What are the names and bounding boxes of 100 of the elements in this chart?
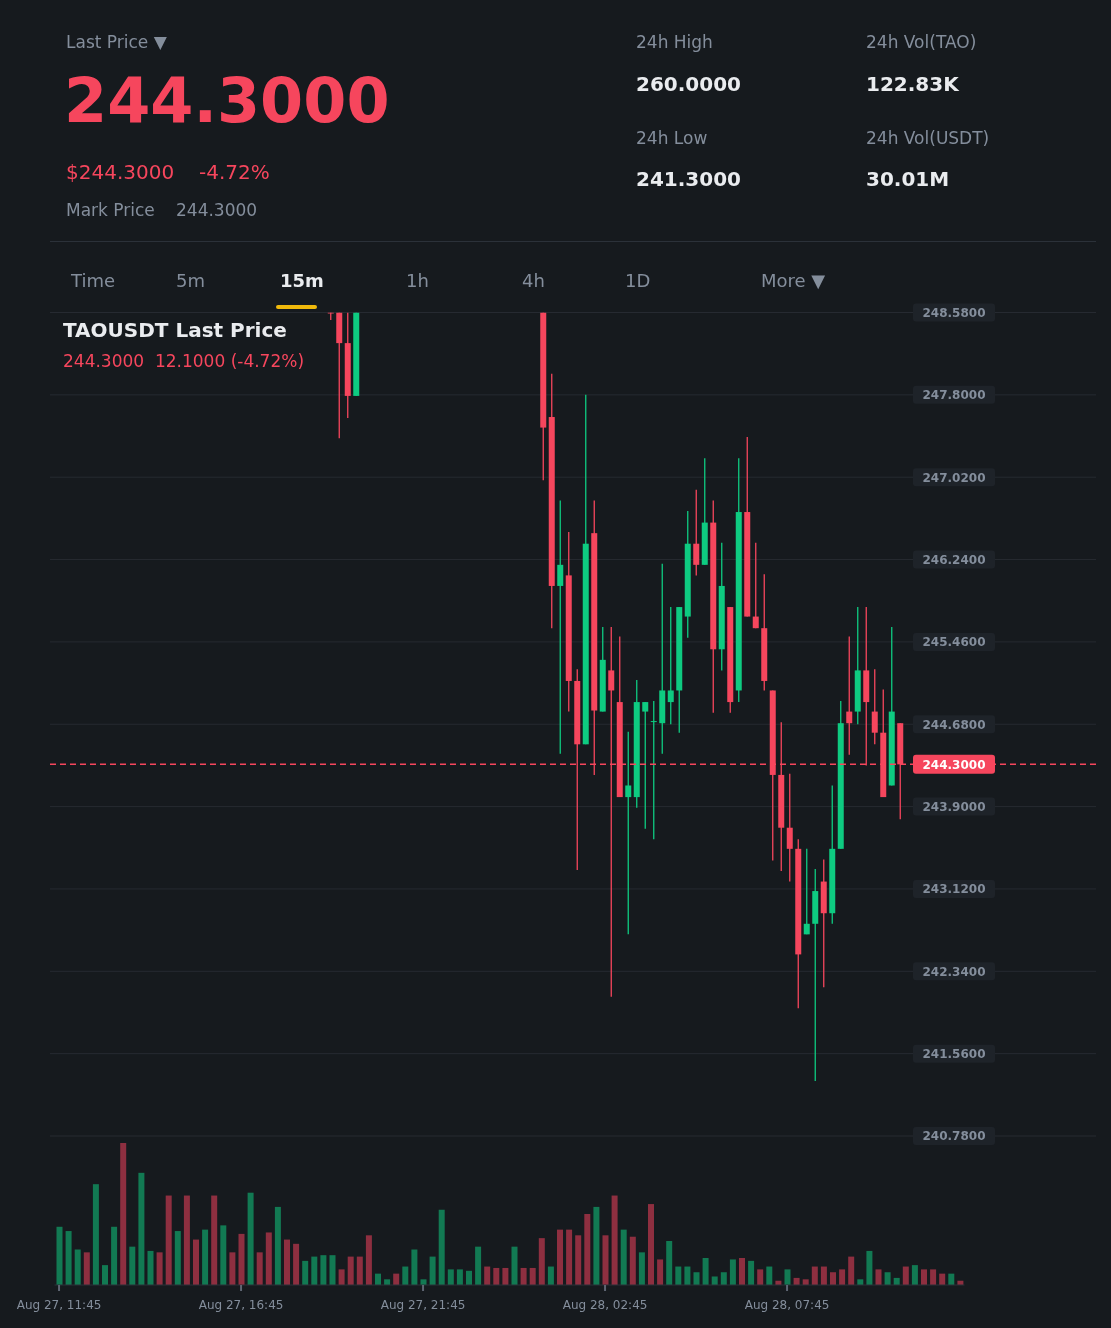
candlestick xyxy=(625,730,632,935)
candlestick xyxy=(752,542,759,629)
bar xyxy=(202,1229,209,1285)
text: 24h High xyxy=(636,31,713,53)
y-tick-label: 241.5600 xyxy=(922,1046,986,1061)
bar xyxy=(666,1240,673,1285)
candlestick xyxy=(642,701,649,830)
bar xyxy=(65,1231,72,1285)
bar xyxy=(438,1209,445,1285)
x-tick-label: Aug 27, 21:45 xyxy=(380,1298,466,1313)
bar xyxy=(502,1267,509,1285)
bar xyxy=(229,1252,236,1285)
bar xyxy=(711,1276,718,1285)
bar xyxy=(921,1269,927,1285)
y-tick-label: 244.6800 xyxy=(922,717,986,732)
bar xyxy=(484,1266,491,1285)
candlestick xyxy=(650,700,657,840)
text: 1h xyxy=(406,270,429,292)
bar xyxy=(520,1267,527,1285)
candlestick xyxy=(871,668,878,745)
bar xyxy=(875,1269,882,1285)
y-tick-label: 245.4600 xyxy=(922,635,986,650)
bar xyxy=(102,1265,108,1285)
bar xyxy=(757,1269,764,1285)
text: 244.3000 xyxy=(64,63,390,139)
bar xyxy=(356,1256,363,1285)
candlestick xyxy=(693,489,700,577)
bar xyxy=(702,1258,709,1285)
text: Last Price ▼ xyxy=(66,31,167,53)
bar xyxy=(648,1204,654,1285)
text: -4.72% xyxy=(199,160,270,184)
bar xyxy=(566,1229,573,1285)
bar xyxy=(83,1252,90,1285)
bar xyxy=(830,1272,836,1285)
bar xyxy=(839,1269,846,1285)
y-tick-label: 247.0200 xyxy=(922,470,986,485)
bar xyxy=(884,1272,891,1285)
bar xyxy=(811,1266,818,1285)
candlestick xyxy=(667,606,674,725)
x-tick-label: Aug 27, 16:45 xyxy=(198,1298,284,1313)
bar xyxy=(466,1270,472,1285)
bar xyxy=(602,1235,609,1285)
bar xyxy=(56,1226,63,1285)
text: 24h Low xyxy=(636,127,708,149)
bar xyxy=(638,1252,645,1285)
bar xyxy=(311,1256,318,1285)
bar xyxy=(629,1236,636,1285)
text: 1D xyxy=(625,270,651,292)
bar xyxy=(429,1256,436,1285)
bar xyxy=(766,1266,773,1285)
bar xyxy=(739,1258,745,1285)
text: More ▼ xyxy=(761,270,826,292)
bar xyxy=(511,1246,518,1285)
bar xyxy=(347,1256,354,1285)
bar xyxy=(220,1225,227,1285)
bar xyxy=(820,1266,827,1285)
bar xyxy=(265,1232,272,1285)
bar xyxy=(538,1238,545,1285)
y-tick-label: 242.3400 xyxy=(922,964,986,979)
bar xyxy=(748,1260,755,1285)
text: 241.3000 xyxy=(636,167,742,191)
y-tick-label: 240.7800 xyxy=(922,1129,986,1144)
bar xyxy=(284,1239,290,1285)
bar xyxy=(675,1266,682,1285)
bar xyxy=(174,1231,181,1285)
text: Time xyxy=(71,270,116,292)
bar xyxy=(120,1143,127,1285)
bar xyxy=(274,1206,281,1285)
text: 260.0000 xyxy=(636,72,742,96)
y-tick-label: 247.8000 xyxy=(922,388,986,403)
bar xyxy=(693,1272,700,1285)
text: 15m xyxy=(280,270,324,292)
text: 122.83K xyxy=(866,72,959,96)
bar xyxy=(411,1249,418,1285)
bar xyxy=(911,1265,918,1285)
x-tick-label: Aug 28, 02:45 xyxy=(562,1298,648,1313)
bar xyxy=(165,1195,172,1285)
bar xyxy=(138,1172,145,1285)
bar xyxy=(74,1249,81,1285)
bar xyxy=(493,1267,500,1285)
bar xyxy=(593,1206,600,1285)
text: 5m xyxy=(176,270,205,292)
y-tick-label: 246.2400 xyxy=(922,552,986,567)
bar xyxy=(930,1269,937,1285)
text: 244.3000 xyxy=(176,199,258,221)
bar xyxy=(247,1192,254,1285)
bar xyxy=(92,1184,99,1285)
bar xyxy=(256,1252,263,1285)
text: 30.01M xyxy=(866,167,950,191)
text: 24h Vol(TAO) xyxy=(866,31,977,53)
bar xyxy=(365,1235,372,1285)
text: 24h Vol(USDT) xyxy=(866,127,990,149)
bar xyxy=(293,1243,300,1285)
bar xyxy=(620,1229,627,1285)
bar xyxy=(684,1266,691,1285)
candlestick xyxy=(786,773,793,883)
y-tick-label: 248.5800 xyxy=(922,305,986,320)
bar xyxy=(729,1259,736,1285)
candlestick xyxy=(557,499,564,755)
bar xyxy=(238,1233,245,1285)
